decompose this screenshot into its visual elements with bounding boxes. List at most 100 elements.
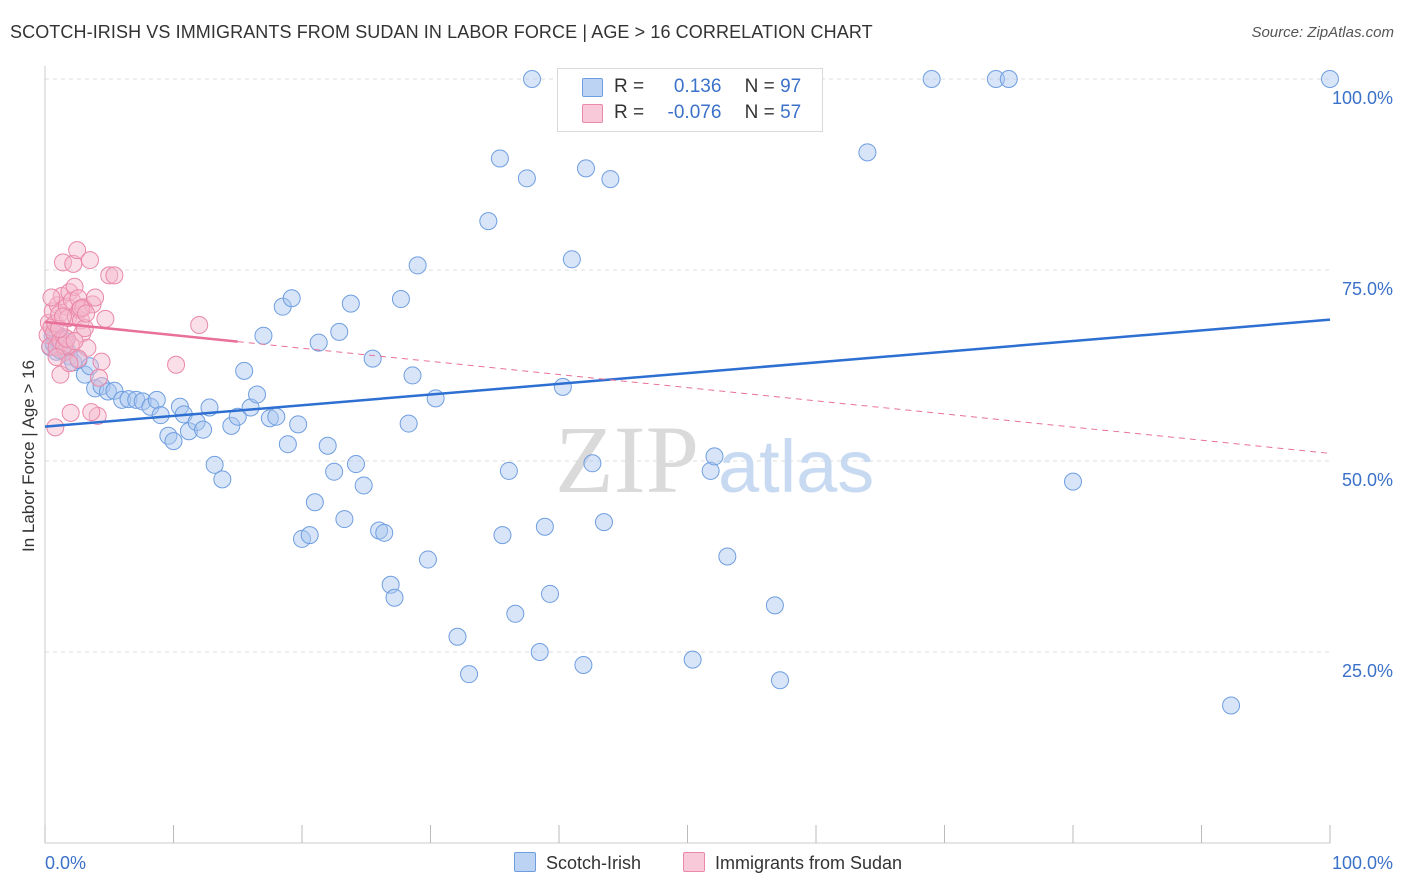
y-tick-label: 100.0% <box>1332 88 1393 108</box>
legend-r-value: -0.076 <box>667 102 722 123</box>
trend-lines <box>44 318 1331 454</box>
scotch-irish-point <box>523 70 542 88</box>
scotch-irish-point <box>375 523 394 542</box>
sudan-point <box>64 254 83 273</box>
scotch-irish-point <box>448 627 467 646</box>
scotch-irish-point <box>553 377 572 396</box>
scotch-irish-point <box>683 650 702 669</box>
axes <box>44 66 1331 844</box>
scotch-irish-point <box>289 415 308 434</box>
sudan-point <box>92 352 111 371</box>
scotch-irish-point <box>325 462 344 481</box>
scotch-irish-point <box>105 381 124 400</box>
scotch-irish-point <box>517 169 536 188</box>
sudan-trend-line-extension <box>237 341 1331 454</box>
scotch-irish-point <box>205 455 224 474</box>
legend-n-value: 97 <box>780 76 802 97</box>
legend-label-sudan: Immigrants from Sudan <box>715 853 903 873</box>
scotch-irish-point <box>399 414 418 433</box>
sudan-trend-line <box>44 320 238 343</box>
scotch-irish-point <box>1064 472 1082 491</box>
scotch-irish-point <box>164 432 183 451</box>
legend-r-label: R = <box>614 76 645 97</box>
legend-item-scotch-irish[interactable]: Scotch-Irish <box>514 852 641 874</box>
sudan-point <box>190 316 209 335</box>
sudan-point <box>48 296 67 315</box>
scotch-irish-point <box>75 365 94 384</box>
sudan-point <box>82 403 101 422</box>
scotch-irish-point <box>490 149 509 168</box>
scotch-irish-point <box>391 290 410 309</box>
scotch-irish-point <box>718 547 737 566</box>
scotch-irish-point <box>335 510 354 529</box>
sudan-point <box>83 295 102 314</box>
scotch-irish-point <box>535 517 554 536</box>
scotch-irish-point <box>541 584 560 603</box>
sudan-point <box>60 354 79 373</box>
scotch-irish-point <box>318 436 337 455</box>
scotch-irish-point <box>278 435 297 454</box>
sudan-point <box>96 309 115 328</box>
scotch-irish-point <box>194 420 213 439</box>
scotch-irish-point <box>701 461 720 480</box>
scotch-irish-point <box>113 390 132 409</box>
scotch-irish-point <box>354 476 373 495</box>
source-credit: Source: ZipAtlas.com <box>1251 24 1394 41</box>
sudan-point <box>77 304 96 323</box>
y-tick-label: 50.0% <box>1342 470 1393 490</box>
scotch-irish-point <box>300 526 319 545</box>
watermark: ZIP atlas <box>555 406 874 513</box>
scotch-irish-point <box>119 390 138 409</box>
scotch-irish-point <box>235 361 254 380</box>
scotch-irish-point <box>228 407 247 426</box>
sudan-point <box>65 332 84 351</box>
sudan-point <box>80 251 99 270</box>
legend-r-label: R = <box>614 102 645 123</box>
scotch-irish-point <box>260 409 279 428</box>
scotch-irish-point <box>305 493 324 512</box>
legend-swatch-blue <box>514 852 536 872</box>
series-scotch-irish-points <box>41 70 1339 715</box>
scotch-irish-point <box>583 454 602 473</box>
scotch-irish-point <box>330 322 349 341</box>
sudan-point <box>100 266 119 285</box>
scotch-irish-point <box>594 513 613 532</box>
legend-n-label: N = <box>744 76 775 97</box>
y-tick-label: 25.0% <box>1342 661 1393 681</box>
scotch-irish-point <box>309 333 328 352</box>
scotch-irish-point <box>151 406 170 425</box>
scotch-irish-point <box>765 596 784 615</box>
scotch-irish-point <box>705 447 724 466</box>
scotch-irish-point <box>267 407 286 426</box>
scotch-irish-point <box>341 294 360 313</box>
watermark-zip: ZIP <box>555 406 699 513</box>
scotch-irish-point <box>1222 696 1241 715</box>
scotch-irish-point <box>479 212 498 231</box>
sudan-point <box>69 349 88 368</box>
sudan-point <box>53 307 72 326</box>
legend-n-value: 57 <box>780 102 802 123</box>
scotch-irish-trend-line <box>44 318 1331 428</box>
scotch-irish-point <box>159 426 178 445</box>
sudan-point <box>86 288 105 307</box>
scotch-irish-point <box>418 550 437 569</box>
watermark-atlas: atlas <box>718 425 874 508</box>
legend-swatch-pink <box>582 104 603 123</box>
scotch-irish-point <box>601 170 620 189</box>
legend-item-sudan[interactable]: Immigrants from Sudan <box>683 852 902 874</box>
scotch-irish-point <box>999 70 1018 88</box>
scotch-irish-point <box>98 382 117 401</box>
scotch-irish-point <box>562 250 581 269</box>
scotch-irish-point <box>493 526 512 545</box>
stats-legend: R = 0.136 N = 97 R = -0.076 N = 57 <box>557 68 823 132</box>
sudan-point <box>42 288 61 307</box>
legend-label-scotch-irish: Scotch-Irish <box>546 853 642 873</box>
sudan-point <box>167 355 186 374</box>
scotch-irish-point <box>986 70 1005 88</box>
scotch-irish-point <box>385 588 404 607</box>
scotch-irish-point <box>179 422 198 441</box>
scotch-irish-point <box>408 256 427 275</box>
sudan-point <box>61 403 80 422</box>
scotch-irish-point <box>222 416 241 435</box>
